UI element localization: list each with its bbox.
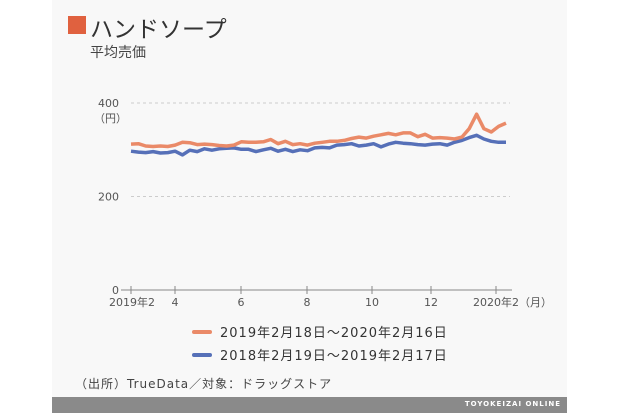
x-tick-label: 10 xyxy=(365,296,379,309)
x-tick-label: 8 xyxy=(304,296,311,309)
legend-swatch xyxy=(192,329,212,334)
brand-label: TOYOKEIZAI ONLINE xyxy=(464,400,561,408)
source-note: （出所）TrueData／対象：ドラッグストア xyxy=(75,377,333,391)
series-line-2019 xyxy=(130,112,507,149)
y-tick-label: 400 xyxy=(98,97,119,110)
legend-swatch xyxy=(192,352,212,357)
y-tick-label: 200 xyxy=(98,191,119,204)
series-line-2018 xyxy=(130,133,506,157)
x-tick-label: 6 xyxy=(238,296,245,309)
x-tick-label: 2020年2（月） xyxy=(473,295,552,309)
x-tick-label: 2019年2 xyxy=(109,295,155,309)
chart-title: ハンドソープ xyxy=(90,17,227,43)
chart-subtitle: 平均売価 xyxy=(90,45,146,61)
title-marker xyxy=(68,16,86,34)
legend-item-2019: 2019年2月18日～2020年2月16日 xyxy=(192,322,448,341)
y-tick-label: 0 xyxy=(112,284,119,297)
x-tick-label: 12 xyxy=(424,296,438,309)
footer-bar: TOYOKEIZAI ONLINE xyxy=(52,397,567,413)
panel-background xyxy=(52,0,567,413)
legend-label: 2019年2月18日～2020年2月16日 xyxy=(220,326,448,341)
legend-item-2018: 2018年2月19日～2019年2月17日 xyxy=(192,345,448,364)
legend-label: 2018年2月19日～2019年2月17日 xyxy=(220,349,448,364)
y-axis-unit: （円） xyxy=(94,112,127,125)
x-tick-label: 4 xyxy=(172,296,179,309)
